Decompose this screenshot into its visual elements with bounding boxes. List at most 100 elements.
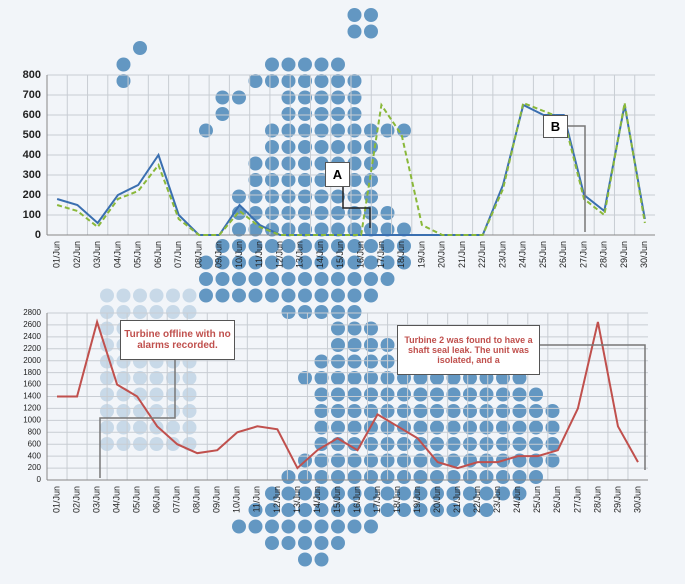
- map-dot: [232, 519, 246, 534]
- map-dot: [265, 189, 279, 204]
- map-dot: [479, 470, 494, 484]
- y-tick-label: 1800: [23, 368, 41, 377]
- map-dot: [397, 503, 411, 517]
- map-dot: [380, 255, 395, 270]
- map-dot: [331, 519, 345, 534]
- map-dot: [364, 387, 378, 402]
- map-dot: [331, 239, 345, 253]
- map-dot: [347, 189, 362, 204]
- map-dot: [215, 272, 230, 286]
- map-dot: [298, 470, 312, 484]
- map-dot: [331, 486, 345, 501]
- map-dot: [347, 305, 362, 319]
- map-dot: [314, 387, 329, 402]
- map-dot: [248, 288, 263, 303]
- x-tick-label: 17/Jun: [376, 241, 386, 268]
- arrow: [540, 344, 646, 470]
- map-dot: [281, 206, 296, 220]
- map-dot: [496, 404, 510, 418]
- map-dot: [265, 140, 279, 154]
- map-dot: [314, 519, 329, 534]
- x-tick-label: 02/Jun: [72, 241, 82, 268]
- map-dot: [413, 470, 428, 484]
- x-tick-label: 04/Jun: [111, 486, 121, 513]
- map-dot: [512, 404, 527, 418]
- y-tick-label: 2600: [23, 320, 41, 329]
- map-dot: [281, 536, 296, 550]
- map-dot: [281, 272, 296, 286]
- x-tick-label: 05/Jun: [132, 486, 142, 513]
- x-tick-label: 24/Jun: [518, 241, 528, 268]
- x-tick-label: 26/Jun: [558, 241, 568, 268]
- x-tick-label: 17/Jun: [372, 486, 382, 513]
- y-tick-label: 400: [28, 451, 42, 460]
- map-dot: [397, 255, 411, 270]
- map-dot: [281, 123, 296, 138]
- map-dot: [281, 239, 296, 253]
- annotation: Turbine offline with no alarms recorded.: [120, 320, 235, 360]
- map-dot: [347, 272, 362, 286]
- y-tick-label: 100: [23, 209, 41, 221]
- series-line: [56, 101, 646, 236]
- map-dot: [314, 288, 329, 303]
- x-tick-label: 04/Jun: [112, 241, 122, 268]
- map-dot: [430, 470, 444, 484]
- map-dot: [314, 90, 329, 105]
- map-dot: [265, 206, 279, 220]
- x-tick-label: 13/Jun: [295, 241, 305, 268]
- map-dot: [347, 519, 362, 534]
- map-dot: [248, 189, 263, 204]
- map-dot: [265, 173, 279, 187]
- map-dot: [265, 255, 279, 270]
- map-dot: [314, 255, 329, 270]
- annotation: B: [543, 115, 568, 138]
- map-dot: [331, 371, 345, 385]
- map-dot: [182, 420, 197, 435]
- map-dot: [364, 354, 378, 369]
- map-dot: [463, 420, 477, 435]
- map-dot: [166, 371, 180, 385]
- map-dot: [182, 288, 197, 303]
- map-dot: [149, 387, 164, 402]
- map-dot: [314, 354, 329, 369]
- map-dot: [364, 24, 378, 39]
- map-dot: [331, 255, 345, 270]
- map-dot: [298, 552, 312, 567]
- map-dot: [496, 420, 510, 435]
- y-tick-label: 2200: [23, 344, 41, 353]
- map-dot: [314, 206, 329, 220]
- map-dot: [347, 486, 362, 501]
- map-dot: [298, 486, 312, 501]
- map-dot: [347, 470, 362, 484]
- map-dot: [413, 404, 428, 418]
- map-dot: [133, 404, 147, 418]
- map-dot: [331, 107, 345, 121]
- map-dot: [529, 420, 543, 435]
- map-dot: [331, 470, 345, 484]
- map-dot: [430, 503, 444, 517]
- map-dot: [133, 420, 147, 435]
- map-dot: [298, 255, 312, 270]
- map-dot: [430, 387, 444, 402]
- map-dot: [116, 57, 131, 72]
- map-dot: [314, 536, 329, 550]
- map-dot: [314, 74, 329, 88]
- map-dot: [413, 453, 428, 468]
- map-dot: [248, 503, 263, 517]
- x-tick-label: 07/Jun: [172, 486, 182, 513]
- map-dot: [232, 239, 246, 253]
- series-line: [57, 318, 639, 470]
- map-dot: [331, 288, 345, 303]
- map-dot: [281, 288, 296, 303]
- map-dot: [331, 123, 345, 138]
- map-dot: [298, 189, 312, 204]
- map-dot: [331, 90, 345, 105]
- map-dot: [116, 305, 131, 319]
- map-dot: [413, 503, 428, 517]
- map-dot: [133, 387, 147, 402]
- x-tick-label: 20/Jun: [437, 241, 447, 268]
- map-dot: [298, 90, 312, 105]
- y-tick-label: 2800: [23, 308, 41, 317]
- map-dot: [281, 74, 296, 88]
- map-dot: [298, 156, 312, 171]
